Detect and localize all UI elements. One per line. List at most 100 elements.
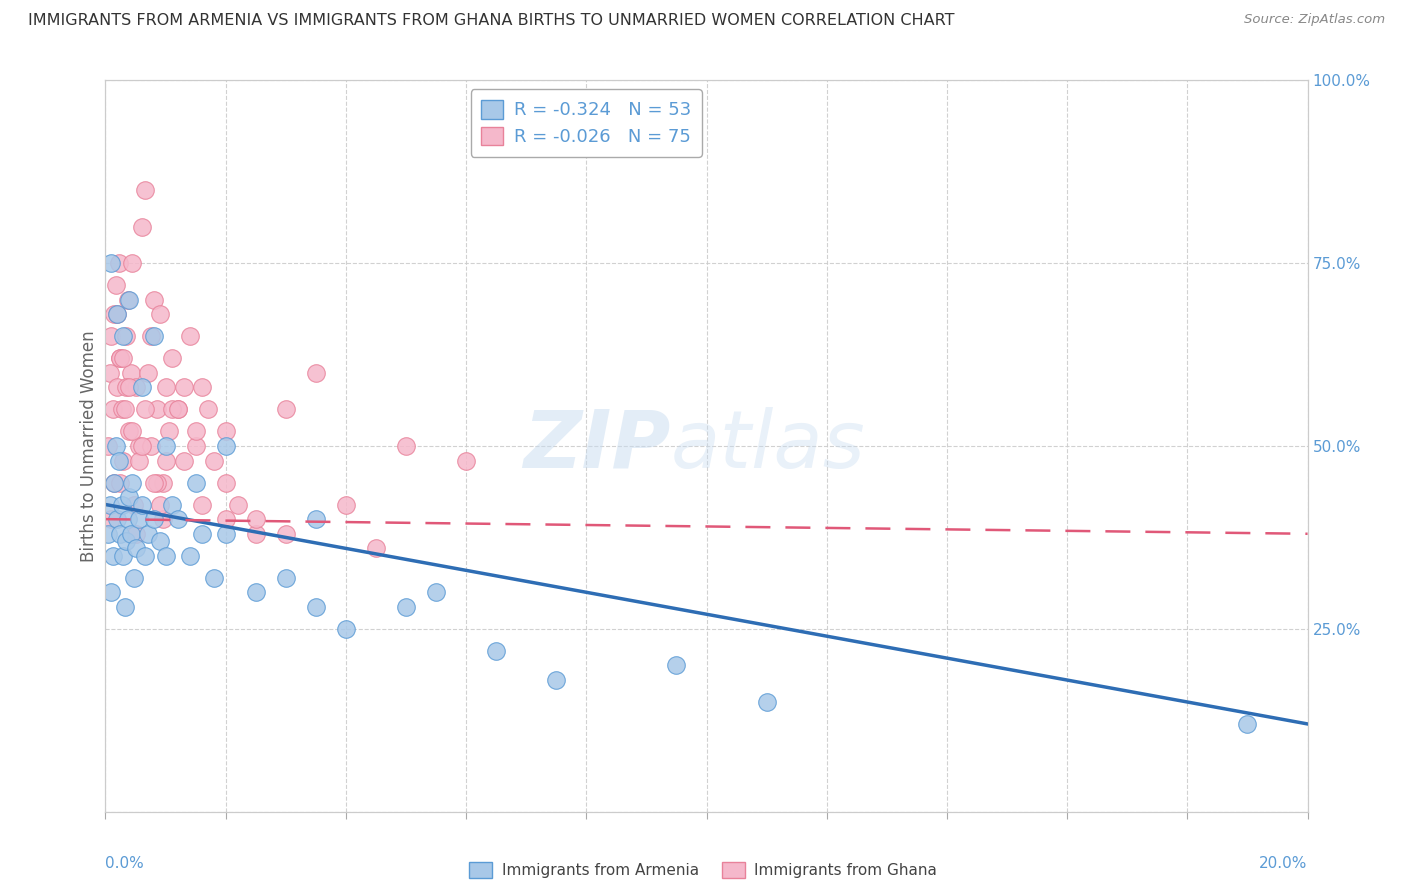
Point	[190, 380, 212, 394]
Point	[190, 498, 212, 512]
Point	[364, 541, 387, 556]
Point	[114, 599, 136, 614]
Point	[107, 307, 129, 321]
Point	[98, 498, 121, 512]
Point	[105, 278, 128, 293]
Point	[115, 329, 138, 343]
Point	[152, 475, 174, 490]
Point	[160, 351, 183, 366]
Point	[184, 475, 207, 490]
Point	[456, 453, 478, 467]
Point	[214, 526, 236, 541]
Point	[114, 402, 136, 417]
Point	[139, 329, 162, 343]
Text: IMMIGRANTS FROM ARMENIA VS IMMIGRANTS FROM GHANA BIRTHS TO UNMARRIED WOMEN CORRE: IMMIGRANTS FROM ARMENIA VS IMMIGRANTS FR…	[28, 13, 955, 29]
Point	[155, 380, 177, 394]
Point	[274, 571, 297, 585]
Point	[226, 498, 249, 512]
Point	[335, 498, 357, 512]
Point	[107, 256, 129, 270]
Point	[101, 402, 124, 417]
Point	[665, 658, 688, 673]
Point	[335, 622, 357, 636]
Point	[97, 439, 120, 453]
Point	[155, 549, 177, 563]
Point	[131, 380, 153, 394]
Point	[152, 512, 174, 526]
Text: 0.0%: 0.0%	[105, 855, 145, 871]
Point	[142, 293, 165, 307]
Point	[118, 490, 141, 504]
Point	[117, 512, 139, 526]
Point	[184, 425, 207, 439]
Point	[305, 599, 328, 614]
Point	[112, 549, 135, 563]
Point	[305, 512, 328, 526]
Point	[128, 453, 150, 467]
Point	[131, 498, 153, 512]
Point	[105, 439, 128, 453]
Point	[103, 307, 125, 321]
Point	[214, 439, 236, 453]
Point	[395, 439, 418, 453]
Point	[148, 307, 170, 321]
Point	[166, 402, 188, 417]
Point	[145, 475, 167, 490]
Point	[110, 526, 132, 541]
Point	[305, 366, 328, 380]
Point	[131, 219, 153, 234]
Point	[214, 475, 236, 490]
Point	[245, 526, 267, 541]
Point	[101, 549, 124, 563]
Text: ZIP: ZIP	[523, 407, 671, 485]
Point	[1236, 717, 1258, 731]
Point	[214, 512, 236, 526]
Point	[115, 534, 138, 549]
Point	[145, 402, 167, 417]
Y-axis label: Births to Unmarried Women: Births to Unmarried Women	[80, 330, 98, 562]
Point	[134, 549, 156, 563]
Point	[98, 366, 121, 380]
Point	[97, 526, 120, 541]
Point	[118, 380, 141, 394]
Point	[160, 498, 183, 512]
Point	[112, 329, 135, 343]
Point	[134, 402, 156, 417]
Legend: R = -0.324   N = 53, R = -0.026   N = 75: R = -0.324 N = 53, R = -0.026 N = 75	[471, 89, 702, 157]
Point	[179, 549, 201, 563]
Text: atlas: atlas	[671, 407, 865, 485]
Point	[142, 329, 165, 343]
Point	[112, 351, 135, 366]
Point	[214, 425, 236, 439]
Point	[546, 673, 568, 687]
Point	[202, 571, 225, 585]
Point	[115, 380, 138, 394]
Point	[395, 599, 418, 614]
Point	[120, 526, 142, 541]
Point	[103, 475, 125, 490]
Point	[100, 585, 122, 599]
Point	[755, 695, 778, 709]
Point	[107, 453, 129, 467]
Point	[157, 425, 180, 439]
Point	[136, 526, 159, 541]
Point	[197, 402, 219, 417]
Point	[107, 307, 129, 321]
Legend: Immigrants from Armenia, Immigrants from Ghana: Immigrants from Armenia, Immigrants from…	[464, 856, 942, 884]
Point	[112, 453, 135, 467]
Point	[136, 366, 159, 380]
Point	[166, 402, 188, 417]
Point	[128, 439, 150, 453]
Point	[131, 439, 153, 453]
Point	[107, 512, 129, 526]
Point	[155, 439, 177, 453]
Point	[124, 380, 146, 394]
Point	[121, 256, 143, 270]
Point	[274, 402, 297, 417]
Point	[110, 351, 132, 366]
Point	[245, 512, 267, 526]
Point	[121, 475, 143, 490]
Point	[124, 498, 146, 512]
Point	[100, 256, 122, 270]
Point	[117, 293, 139, 307]
